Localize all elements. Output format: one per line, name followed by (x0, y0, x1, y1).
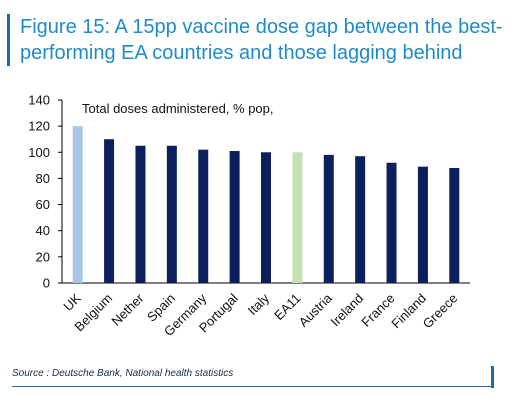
x-tick-label: Austria (296, 290, 336, 330)
y-tick-label: 20 (36, 249, 50, 264)
y-axis: 0 20 40 60 80 100 120 140 (28, 93, 63, 291)
y-tick-label: 120 (28, 119, 50, 134)
bar-finland (417, 166, 428, 283)
y-tick-label: 100 (28, 145, 50, 160)
chart-annotation: Total doses administered, % pop, (82, 101, 274, 116)
source-note: Source : Deutsche Bank, National health … (12, 368, 234, 379)
bar-chart: 0 20 40 60 80 100 120 140 UKBelgiumNetherSpainG… (28, 93, 470, 339)
bar-greece (449, 167, 460, 283)
bar-nether (135, 145, 146, 283)
bar-portugal (229, 150, 240, 283)
footer-rule (12, 386, 492, 387)
x-tick-label: Italy (245, 290, 273, 318)
y-tick-label: 140 (28, 93, 50, 108)
bar-ea11 (292, 152, 303, 283)
x-tick-label: Ireland (328, 291, 367, 330)
y-tick-label: 0 (43, 276, 50, 291)
y-tick-label: 40 (36, 223, 50, 238)
title-line-2: performing EA countries and those laggin… (20, 42, 463, 64)
x-tick-label: Nether (108, 290, 147, 329)
y-tick-label: 80 (36, 171, 50, 186)
bars (72, 126, 460, 283)
bar-uk (72, 126, 83, 283)
y-tick-label: 60 (36, 197, 50, 212)
title-accent-bar (7, 14, 10, 66)
footer-accent-bar (491, 366, 494, 388)
bar-belgium (104, 139, 115, 283)
bar-austria (323, 154, 334, 283)
bar-spain (166, 145, 177, 283)
title-line-1: Figure 15: A 15pp vaccine dose gap betwe… (20, 16, 503, 38)
bar-italy (261, 152, 271, 283)
bar-france (386, 162, 397, 283)
bar-ireland (355, 156, 366, 283)
bar-germany (198, 149, 209, 283)
x-tick-label: Greece (420, 291, 461, 332)
x-tick-label: UK (60, 290, 84, 314)
figure-title: Figure 15: A 15pp vaccine dose gap betwe… (20, 14, 515, 66)
